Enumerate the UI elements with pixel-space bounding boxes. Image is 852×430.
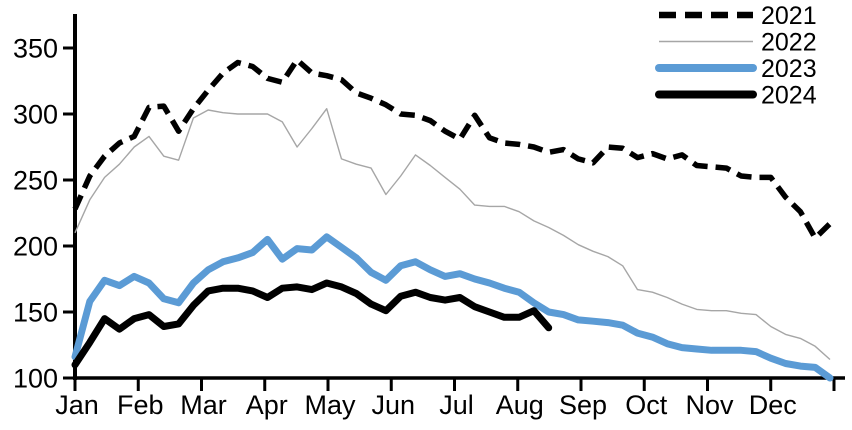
legend-label-2021: 2021 [761, 2, 817, 30]
y-axis-tick-label: 250 [13, 166, 58, 196]
x-axis-month-label: Mar [180, 390, 227, 420]
x-axis-month-label: Aug [496, 390, 544, 420]
y-axis-tick-label: 150 [13, 298, 58, 328]
x-axis-month-label: Jul [439, 390, 474, 420]
x-axis-month-label: Jan [55, 390, 99, 420]
y-axis-tick-label: 350 [13, 34, 58, 64]
series-line-2023 [71, 233, 834, 382]
y-axis-tick-label: 100 [13, 364, 58, 394]
legend-label-2024: 2024 [761, 82, 817, 110]
x-axis-month-label: May [304, 390, 356, 420]
x-axis-month-label: Dec [749, 390, 797, 420]
x-axis-month-label: Nov [685, 390, 734, 420]
x-axis-month-label: Jun [371, 390, 415, 420]
series-line-2021 [72, 57, 832, 241]
x-axis-month-label: Oct [625, 390, 668, 420]
y-axis-tick-label: 300 [13, 100, 58, 130]
x-axis-month-label: Apr [246, 390, 288, 420]
x-axis-month-label: Sep [559, 390, 607, 420]
y-axis-tick-label: 200 [13, 232, 58, 262]
series-line-2024 [71, 279, 553, 369]
legend-label-2022: 2022 [761, 29, 817, 57]
series-line-2022 [74, 107, 831, 361]
legend-label-2023: 2023 [761, 55, 817, 83]
x-axis-month-label: Feb [117, 390, 164, 420]
